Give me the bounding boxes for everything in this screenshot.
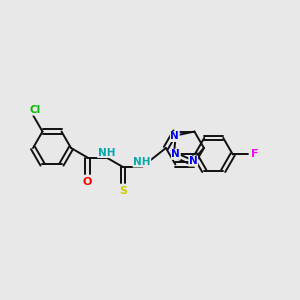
Text: Cl: Cl — [29, 105, 40, 115]
Text: F: F — [251, 149, 259, 159]
Text: N: N — [170, 131, 179, 142]
Text: NH: NH — [133, 157, 151, 167]
Text: N: N — [172, 149, 180, 159]
Text: NH: NH — [98, 148, 115, 158]
Text: S: S — [119, 186, 127, 196]
Text: N: N — [189, 156, 198, 166]
Text: O: O — [83, 177, 92, 187]
